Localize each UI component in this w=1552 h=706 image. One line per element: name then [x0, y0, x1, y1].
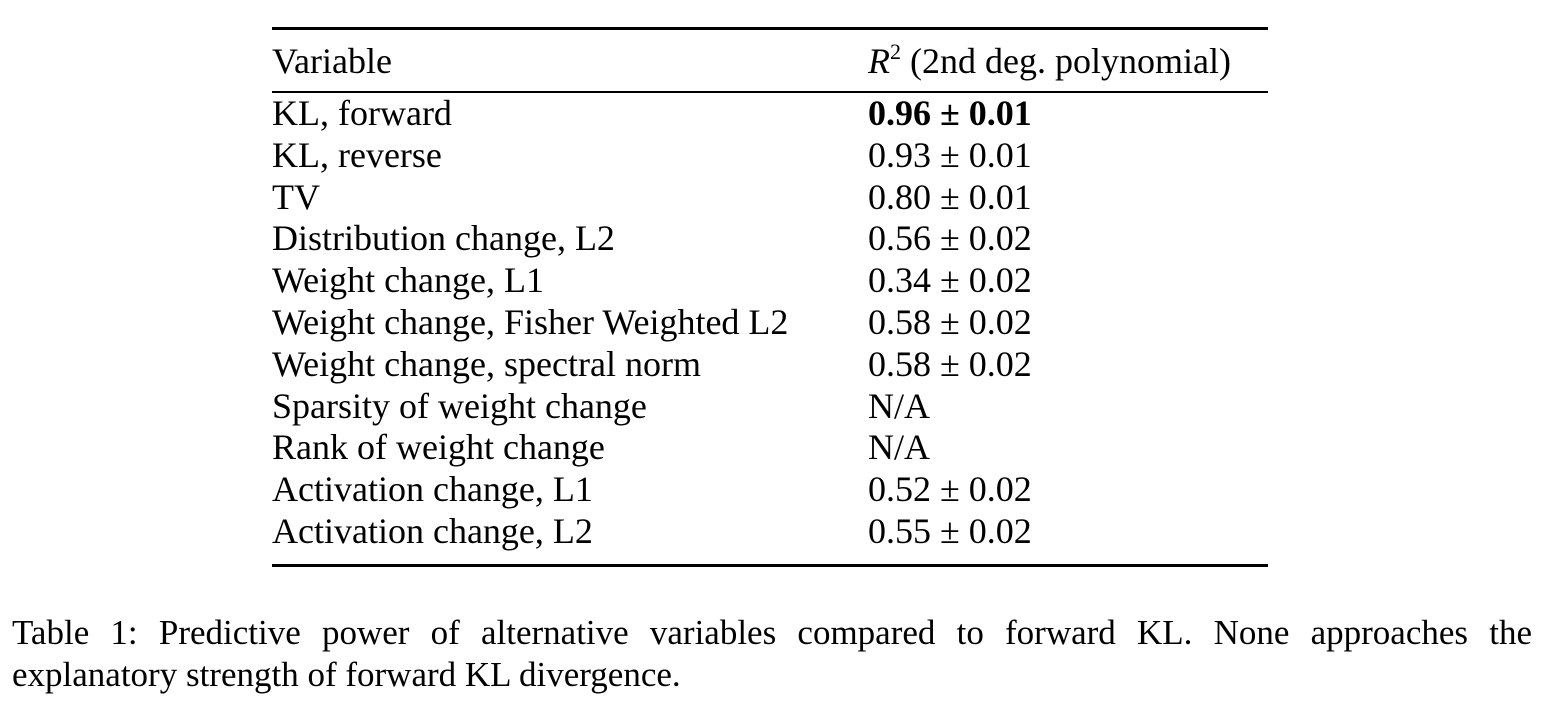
table-row: Weight change, L1 0.34 ± 0.02	[272, 260, 1268, 302]
variable-cell: Activation change, L1	[272, 469, 593, 510]
table-row: Distribution change, L2 0.56 ± 0.02	[272, 218, 1268, 260]
table-row: Activation change, L2 0.55 ± 0.02	[272, 511, 1268, 553]
table-row: KL, reverse 0.93 ± 0.01	[272, 135, 1268, 177]
r2-cell: 0.56 ± 0.02	[868, 218, 1032, 259]
table-row: TV 0.80 ± 0.01	[272, 177, 1268, 219]
table-body: Variable R2 (2nd deg. polynomial) KL, fo…	[272, 30, 1268, 553]
r2-cell: 0.80 ± 0.01	[868, 176, 1032, 217]
r2-cell: 0.58 ± 0.02	[868, 301, 1032, 342]
bottom-rule	[272, 563, 1268, 567]
table-row: Rank of weight change N/A	[272, 427, 1268, 469]
variable-cell: Activation change, L2	[272, 510, 593, 551]
r-label: (2nd deg. polynomial)	[901, 40, 1231, 81]
header-variable: Variable	[272, 40, 392, 81]
r2-cell: 0.55 ± 0.02	[868, 510, 1032, 551]
variable-cell: Rank of weight change	[272, 427, 605, 468]
r2-cell: 0.34 ± 0.02	[868, 260, 1032, 301]
table-row: KL, forward 0.96 ± 0.01	[272, 93, 1268, 135]
variable-cell: KL, reverse	[272, 134, 442, 175]
r2-cell: 0.58 ± 0.02	[868, 343, 1032, 384]
variable-cell: Weight change, spectral norm	[272, 343, 701, 384]
table-caption: Table 1: Predictive power of alternative…	[12, 613, 1532, 694]
table-row: Weight change, Fisher Weighted L2 0.58 ±…	[272, 302, 1268, 344]
r-exponent: 2	[890, 38, 901, 64]
top-rule	[272, 27, 1268, 30]
variable-cell: TV	[272, 176, 320, 217]
header-r2: R2 (2nd deg. polynomial)	[868, 30, 1268, 91]
variable-cell: Weight change, L1	[272, 260, 545, 301]
r2-cell: N/A	[868, 427, 930, 468]
table-row: Activation change, L1 0.52 ± 0.02	[272, 469, 1268, 511]
mid-rule	[272, 91, 1268, 93]
variable-cell: Sparsity of weight change	[272, 385, 647, 426]
results-table: Variable R2 (2nd deg. polynomial) KL, fo…	[272, 27, 1268, 567]
r2-cell: 0.96 ± 0.01	[868, 93, 1032, 133]
header-row: Variable R2 (2nd deg. polynomial)	[272, 30, 1268, 91]
table-row: Sparsity of weight change N/A	[272, 386, 1268, 428]
r2-cell: 0.52 ± 0.02	[868, 469, 1032, 510]
variable-cell: KL, forward	[272, 93, 452, 133]
variable-cell: Weight change, Fisher Weighted L2	[272, 301, 789, 342]
r-symbol: R	[868, 40, 890, 81]
table-row: Weight change, spectral norm 0.58 ± 0.02	[272, 344, 1268, 386]
variable-cell: Distribution change, L2	[272, 218, 615, 259]
r2-cell: N/A	[868, 385, 930, 426]
r2-cell: 0.93 ± 0.01	[868, 134, 1032, 175]
